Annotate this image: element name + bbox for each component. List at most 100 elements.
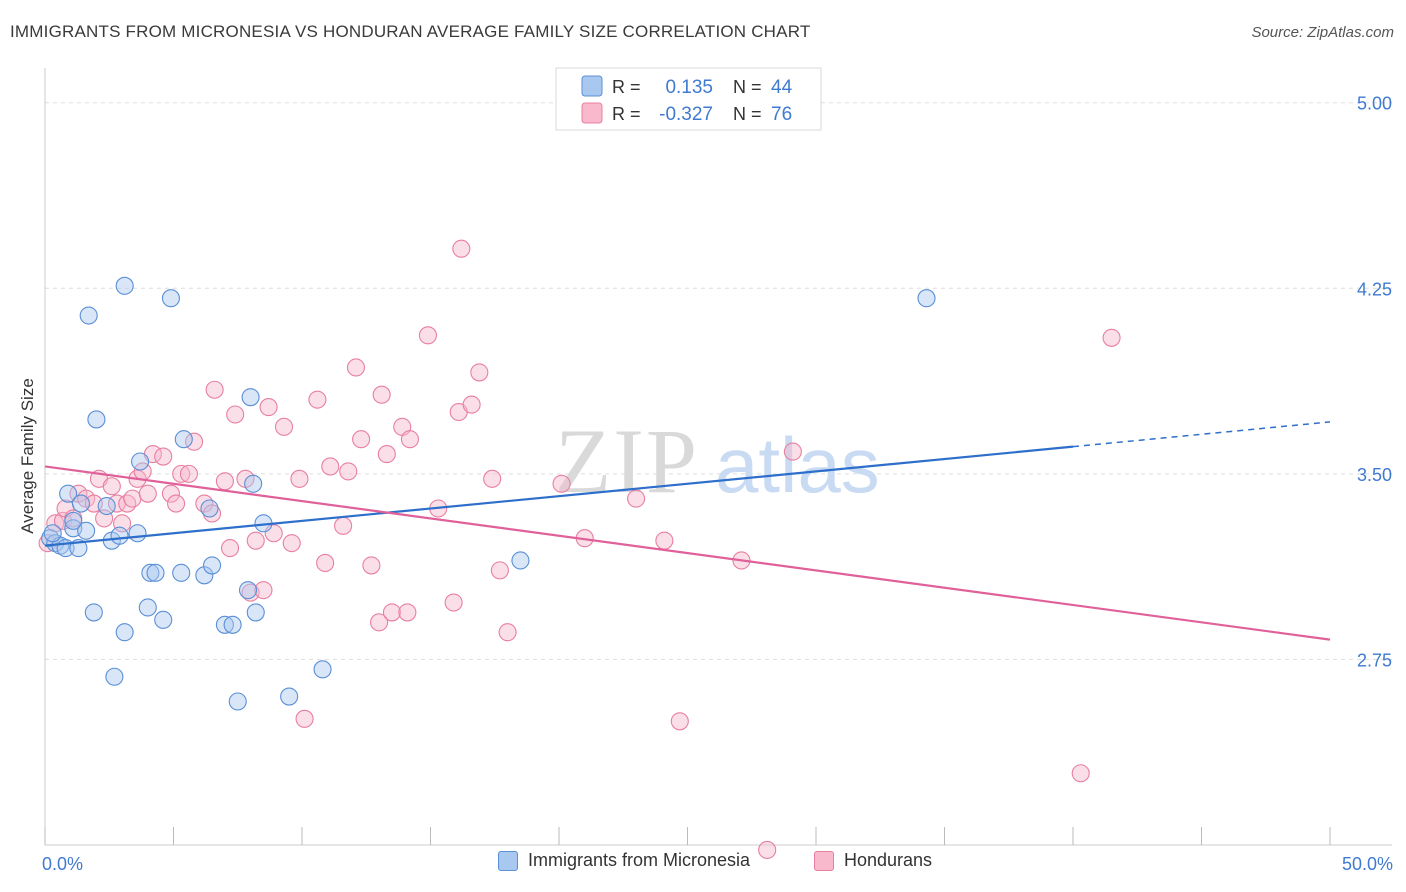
data-point [758, 840, 777, 859]
data-point [246, 531, 265, 550]
data-point [321, 457, 340, 476]
legend-n-label-2: N = [733, 104, 762, 124]
legend-label-hondurans: Hondurans [844, 850, 933, 870]
data-point [138, 598, 157, 617]
data-point [334, 516, 353, 535]
data-point [462, 395, 481, 414]
data-point [146, 563, 165, 582]
data-point [172, 563, 191, 582]
data-point [274, 417, 294, 436]
y-tick-label: 3.50 [1357, 465, 1392, 485]
data-point [43, 524, 62, 543]
source-label: Source: ZipAtlas.com [1251, 24, 1394, 41]
data-point [316, 553, 335, 572]
data-point [382, 603, 402, 622]
legend-swatch-blue [581, 75, 603, 97]
chart-title: IMMIGRANTS FROM MICRONESIA VS HONDURAN A… [10, 22, 811, 41]
data-point [313, 660, 332, 679]
data-point [215, 472, 234, 491]
watermark-zip: ZIP [555, 410, 699, 512]
data-point [290, 469, 309, 488]
y-tick-label: 5.00 [1357, 94, 1392, 114]
legend-r-value-2: -0.327 [659, 104, 713, 125]
watermark: ZIP atlas [555, 410, 880, 512]
data-point [377, 445, 396, 464]
data-point [41, 529, 60, 548]
axes [44, 68, 1392, 846]
data-point [105, 667, 124, 686]
data-point [154, 447, 173, 466]
data-point [370, 613, 389, 632]
data-point [295, 709, 314, 728]
data-point [655, 531, 674, 550]
data-point [346, 358, 366, 377]
data-point [102, 477, 121, 496]
x-tick-label-max: 50.0% [1342, 854, 1393, 874]
data-point [110, 526, 129, 545]
data-point [71, 494, 91, 513]
data-point [64, 511, 83, 530]
data-point [552, 474, 571, 493]
data-point [87, 410, 106, 429]
data-point [161, 484, 180, 503]
legend-swatch-micronesia [498, 850, 518, 871]
data-point [1102, 328, 1121, 347]
trend-lines [44, 421, 1331, 641]
data-point [195, 494, 214, 513]
data-point [241, 388, 260, 407]
data-point [400, 430, 419, 449]
data-point [118, 494, 137, 513]
data-point [783, 442, 802, 461]
legend-bottom: Immigrants from Micronesia Hondurans [0, 850, 1406, 880]
legend-n-label-1: N = [733, 77, 762, 97]
data-point [246, 603, 265, 622]
legend-top: R = 0.135 N = 44 R = -0.327 N = 76 [555, 67, 822, 131]
data-point [203, 556, 222, 575]
data-point [128, 524, 147, 543]
data-point [167, 494, 186, 513]
data-point [172, 464, 191, 483]
data-point [444, 593, 463, 612]
data-point [670, 712, 689, 731]
data-point [917, 289, 936, 308]
legend-swatch-hondurans [814, 850, 834, 871]
data-point [220, 539, 240, 558]
data-point [1071, 764, 1090, 783]
data-point [154, 610, 173, 629]
data-point [195, 566, 214, 585]
data-point [308, 390, 327, 409]
series-hondurans [38, 239, 1121, 859]
data-point [372, 385, 391, 404]
data-point [490, 561, 509, 580]
trend-line-pink [44, 465, 1331, 641]
data-point [161, 289, 180, 308]
data-point [254, 581, 273, 600]
data-point [470, 363, 489, 382]
data-point [362, 556, 381, 575]
data-point [226, 405, 245, 424]
data-point [244, 474, 263, 493]
data-point [418, 326, 437, 345]
data-point [398, 603, 417, 622]
legend-label-micronesia: Immigrants from Micronesia [528, 850, 751, 870]
data-point [200, 499, 219, 518]
y-axis-label: Average Family Size [18, 378, 37, 534]
y-tick-label: 4.25 [1357, 279, 1392, 299]
data-point [627, 489, 646, 508]
trend-line-blue [44, 445, 1074, 547]
legend-swatch-pink [581, 102, 603, 124]
data-point [84, 603, 103, 622]
data-point [511, 551, 530, 570]
x-tick-labels: 0.0% 50.0% [42, 854, 1393, 874]
data-point [215, 615, 234, 634]
data-point [123, 489, 142, 508]
data-point [228, 692, 247, 711]
data-point [498, 623, 517, 642]
data-point [79, 306, 98, 325]
data-point [77, 521, 96, 540]
data-point [203, 504, 222, 523]
data-point [59, 484, 78, 503]
legend-r-value-1: 0.135 [665, 77, 713, 98]
data-point [282, 534, 301, 553]
data-point [141, 563, 160, 582]
